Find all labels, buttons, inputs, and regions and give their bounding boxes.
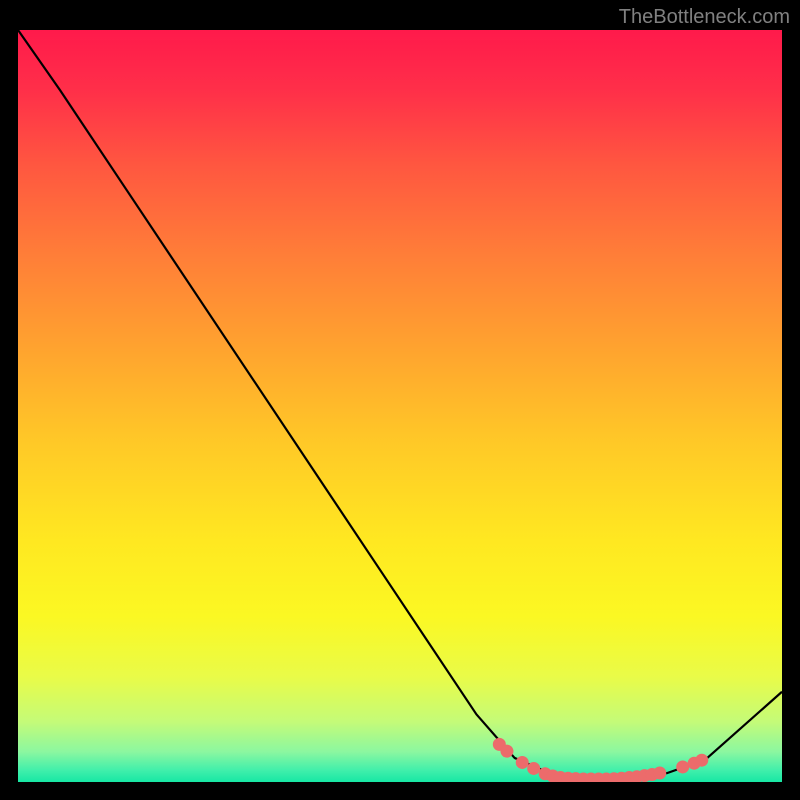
marker-dot [500,745,513,758]
curve-overlay [18,30,782,782]
marker-dot [516,756,529,769]
marker-dot [695,754,708,767]
chart-stage: TheBottleneck.com [0,0,800,800]
marker-dot [676,760,689,773]
plot-area [18,30,782,782]
marker-dot [527,762,540,775]
marker-dot [653,766,666,779]
main-curve [18,30,782,779]
marker-group [493,738,708,782]
watermark-text: TheBottleneck.com [619,6,790,29]
